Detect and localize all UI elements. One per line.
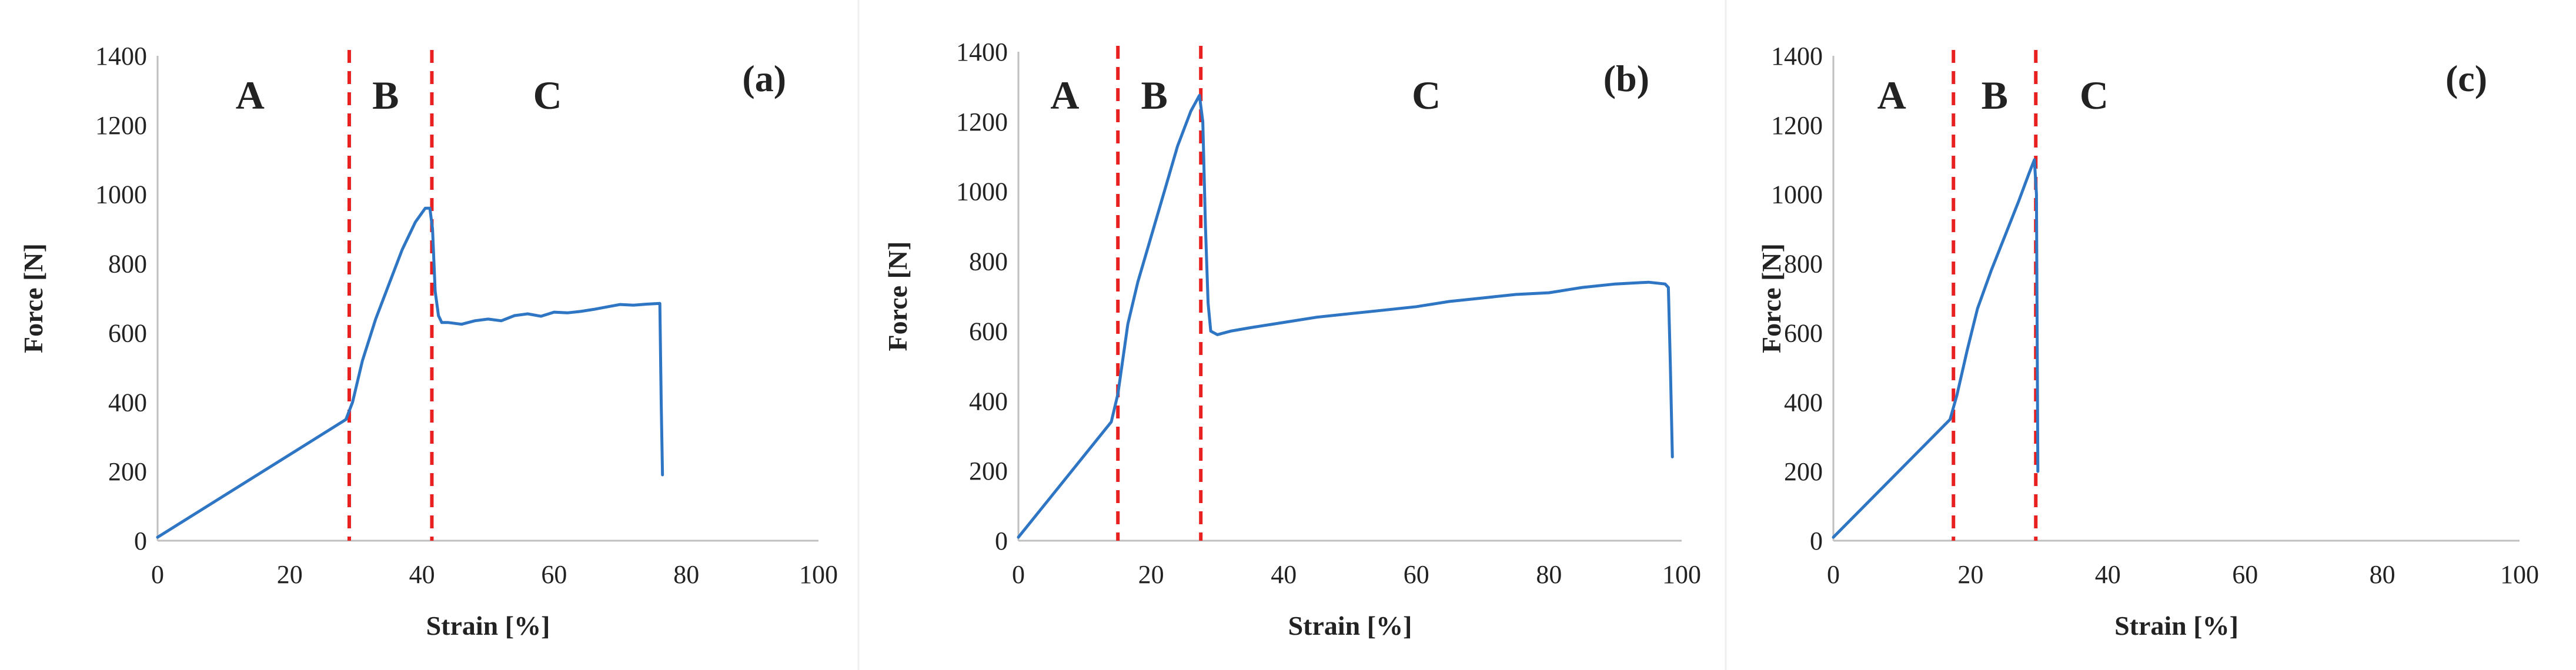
y-tick-label: 600 — [108, 319, 147, 347]
region-label: C — [1412, 73, 1441, 118]
y-tick-label: 1200 — [1771, 111, 1823, 140]
x-tick-label: 0 — [151, 560, 164, 589]
x-tick-label: 40 — [409, 560, 435, 589]
y-tick-label: 0 — [995, 527, 1008, 555]
x-tick-label: 0 — [1827, 560, 1840, 589]
y-tick-label: 800 — [108, 250, 147, 279]
x-axis-title: Strain [%] — [2114, 611, 2238, 641]
x-axis-title: Strain [%] — [1288, 611, 1412, 641]
region-label: C — [2080, 73, 2109, 118]
x-tick-label: 20 — [277, 560, 303, 589]
x-tick-label: 40 — [1271, 560, 1297, 589]
region-label: A — [236, 73, 265, 118]
y-tick-label: 200 — [1784, 457, 1823, 486]
y-tick-label: 600 — [969, 317, 1008, 346]
y-tick-label: 0 — [134, 527, 147, 555]
y-tick-label: 1200 — [956, 108, 1008, 136]
panel-label: (a) — [742, 58, 786, 99]
panel-label: (b) — [1603, 58, 1649, 99]
y-tick-label: 0 — [1810, 527, 1823, 555]
y-axis-title: Force [N] — [1756, 243, 1786, 353]
x-tick-label: 60 — [1404, 560, 1429, 589]
y-tick-label: 200 — [969, 457, 1008, 485]
x-tick-label: 60 — [2232, 560, 2258, 589]
chart-panel-2: 0 200 400 600 800 1000 1200 1400 0 20 40 60 80 100 Str… — [857, 0, 1701, 670]
y-tick-label: 200 — [108, 457, 147, 486]
x-tick-label: 100 — [1662, 560, 1701, 589]
y-tick-label: 1000 — [956, 177, 1008, 206]
y-tick-label: 400 — [969, 387, 1008, 416]
y-tick-label: 400 — [1784, 388, 1823, 417]
y-axis-title: Force [N] — [18, 243, 48, 353]
panel-label: (c) — [2445, 58, 2487, 99]
y-tick-label: 400 — [108, 388, 147, 417]
x-axis-title: Strain [%] — [426, 611, 550, 641]
x-tick-label: 20 — [1138, 560, 1164, 589]
y-tick-label: 800 — [1784, 250, 1823, 279]
y-axis-title: Force [N] — [883, 242, 913, 351]
x-tick-label: 20 — [1957, 560, 1983, 589]
series-line — [1832, 158, 2040, 539]
x-tick-label: 80 — [2370, 560, 2395, 589]
chart-panel-1: 0 200 400 600 800 1000 1200 1400 0 20 40 60 80 100 Str… — [18, 42, 838, 641]
y-tick-label: 1400 — [1771, 42, 1823, 71]
region-label: A — [1877, 73, 1906, 118]
region-label: A — [1050, 73, 1079, 118]
y-tick-label: 800 — [969, 247, 1008, 276]
y-tick-label: 1200 — [95, 111, 147, 140]
y-tick-label: 1000 — [95, 180, 147, 209]
y-tick-label: 1000 — [1771, 180, 1823, 209]
x-tick-label: 40 — [2095, 560, 2121, 589]
region-label: B — [372, 73, 399, 118]
x-tick-label: 60 — [541, 560, 567, 589]
x-tick-label: 0 — [1012, 560, 1025, 589]
chart-panel-3: 0 200 400 600 800 1000 1200 1400 0 20 40 60 80 100 Str… — [1725, 0, 2539, 670]
x-tick-label: 100 — [2500, 560, 2539, 589]
region-label: B — [1982, 73, 2008, 118]
y-tick-label: 600 — [1784, 319, 1823, 347]
region-label: B — [1141, 73, 1168, 118]
series-line — [1017, 93, 1674, 539]
x-tick-label: 80 — [673, 560, 699, 589]
x-tick-label: 100 — [799, 560, 838, 589]
y-tick-label: 1400 — [95, 42, 147, 71]
y-tick-label: 1400 — [956, 38, 1008, 66]
region-label: C — [533, 73, 562, 118]
x-tick-label: 80 — [1536, 560, 1562, 589]
series-line — [156, 206, 664, 539]
